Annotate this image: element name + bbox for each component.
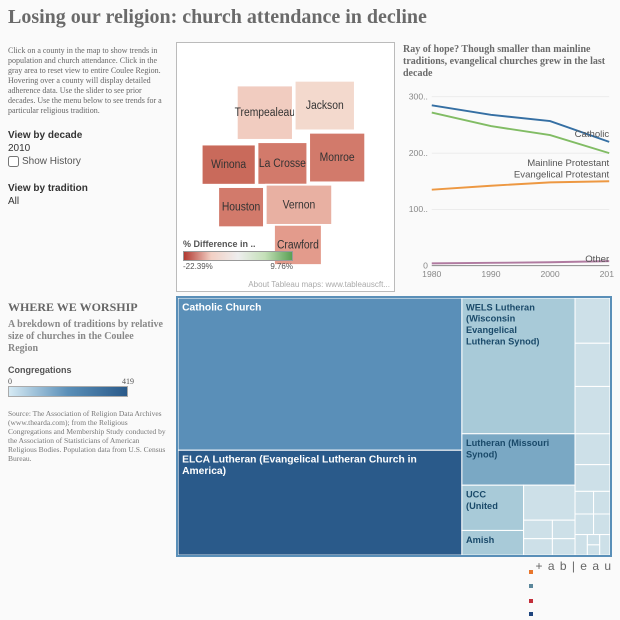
svg-text:Houston: Houston — [222, 201, 260, 214]
svg-text:WELS Lutheran: WELS Lutheran — [466, 302, 535, 312]
line-panel: Ray of hope? Though smaller than mainlin… — [399, 42, 618, 292]
source-text: Source: The Association of Religion Data… — [8, 409, 166, 463]
treemap-small-cell[interactable] — [575, 465, 610, 492]
svg-text:Evangelical: Evangelical — [466, 325, 517, 335]
intro-text: Click on a county in the map to show tre… — [8, 46, 166, 116]
treemap-small-cell[interactable] — [594, 491, 610, 514]
worship-heading: WHERE WE WORSHIP — [8, 300, 166, 315]
svg-text:Trempealeau: Trempealeau — [235, 107, 295, 120]
treemap-small-cell[interactable] — [552, 539, 575, 555]
treemap-small-cell[interactable] — [575, 434, 610, 465]
svg-text:Winona: Winona — [211, 159, 247, 172]
svg-text:La Crosse: La Crosse — [259, 157, 306, 170]
svg-text:2000: 2000 — [540, 269, 559, 279]
treemap-small-cell[interactable] — [575, 386, 610, 433]
decade-label: View by decade — [8, 130, 166, 141]
svg-text:Mainline Protestant: Mainline Protestant — [527, 158, 609, 169]
tradition-label: View by tradition — [8, 183, 166, 194]
treemap-small-cell[interactable] — [524, 485, 575, 520]
svg-text:America): America) — [182, 466, 226, 477]
treemap-small-cell[interactable] — [552, 520, 575, 539]
svg-text:300..: 300.. — [409, 92, 428, 102]
page-title: Losing our religion: church attendance i… — [2, 2, 618, 38]
svg-text:Monroe: Monroe — [320, 152, 355, 165]
treemap-small-cell[interactable] — [524, 520, 553, 539]
map-legend: % Difference in .. -22.39% 9.76% — [183, 239, 293, 271]
svg-text:Lutheran (Missouri: Lutheran (Missouri — [466, 438, 549, 448]
cong-max: 419 — [122, 377, 134, 386]
tradition-value[interactable]: All — [8, 196, 166, 207]
line-chart[interactable]: 0100..200..300..1980199020002010Catholic… — [403, 82, 614, 292]
treemap-small-cell[interactable] — [575, 298, 610, 343]
show-history-input[interactable] — [8, 156, 19, 167]
svg-text:Vernon: Vernon — [283, 199, 316, 212]
svg-text:100..: 100.. — [409, 204, 428, 214]
svg-text:Other: Other — [585, 254, 610, 265]
svg-text:200..: 200.. — [409, 148, 428, 158]
congregations-label: Congregations — [8, 365, 166, 375]
treemap[interactable]: Catholic Church ELCA Lutheran (Evangelica… — [176, 296, 612, 557]
treemap-cell[interactable] — [178, 298, 462, 450]
map-attribution: About Tableau maps: www.tableauscft... — [248, 280, 390, 289]
svg-text:Catholic Church: Catholic Church — [182, 302, 261, 313]
worship-sub: A brekdown of traditions by relative siz… — [8, 319, 166, 355]
map-panel[interactable]: Trempealeau Jackson Winona La Crosse Monroe H… — [176, 42, 395, 292]
svg-text:ELCA Lutheran (Evangelical Lut: ELCA Lutheran (Evangelical Lutheran Chur… — [182, 455, 417, 466]
treemap-small-cell[interactable] — [575, 535, 587, 556]
treemap-small-cell[interactable] — [524, 539, 553, 555]
treemap-small-cell[interactable] — [600, 535, 610, 556]
svg-text:(Wisconsin: (Wisconsin — [466, 314, 516, 324]
logo-icon — [529, 564, 534, 569]
treemap-small-cell[interactable] — [575, 343, 610, 386]
treemap-small-cell[interactable] — [587, 545, 599, 555]
svg-text:Amish: Amish — [466, 535, 495, 545]
svg-text:Jackson: Jackson — [306, 100, 344, 113]
svg-text:1980: 1980 — [422, 269, 441, 279]
legend-min: -22.39% — [183, 262, 213, 271]
svg-text:Synod): Synod) — [466, 449, 497, 459]
show-history-checkbox[interactable]: Show History — [8, 156, 166, 167]
line-title: Ray of hope? Though smaller than mainlin… — [403, 44, 614, 80]
treemap-small-cell[interactable] — [594, 514, 610, 535]
decade-value[interactable]: 2010 — [8, 143, 166, 154]
svg-text:Evangelical Protestant: Evangelical Protestant — [514, 169, 610, 180]
legend-title: % Difference in .. — [183, 239, 293, 249]
tableau-logo: + a b | e a u — [529, 559, 613, 573]
svg-text:UCC: UCC — [466, 490, 486, 500]
treemap-small-cell[interactable] — [575, 491, 594, 514]
show-history-label: Show History — [22, 156, 81, 167]
series-other[interactable] — [432, 261, 609, 263]
treemap-small-cell[interactable] — [575, 514, 594, 535]
svg-text:Lutheran Synod): Lutheran Synod) — [466, 336, 540, 346]
sidebar: Click on a county in the map to show tre… — [2, 42, 172, 292]
svg-text:(United: (United — [466, 501, 498, 511]
svg-text:Catholic: Catholic — [575, 129, 610, 140]
worship-sidebar: WHERE WE WORSHIP A brekdown of tradition… — [2, 296, 172, 575]
treemap-small-cell[interactable] — [587, 535, 599, 545]
series-evangelical[interactable] — [432, 181, 609, 189]
legend-max: 9.76% — [270, 262, 293, 271]
congregations-gradient — [8, 386, 128, 397]
logo-text: + a b | e a u — [536, 559, 613, 573]
svg-text:1990: 1990 — [481, 269, 500, 279]
legend-gradient — [183, 251, 293, 261]
svg-text:2010: 2010 — [600, 269, 614, 279]
